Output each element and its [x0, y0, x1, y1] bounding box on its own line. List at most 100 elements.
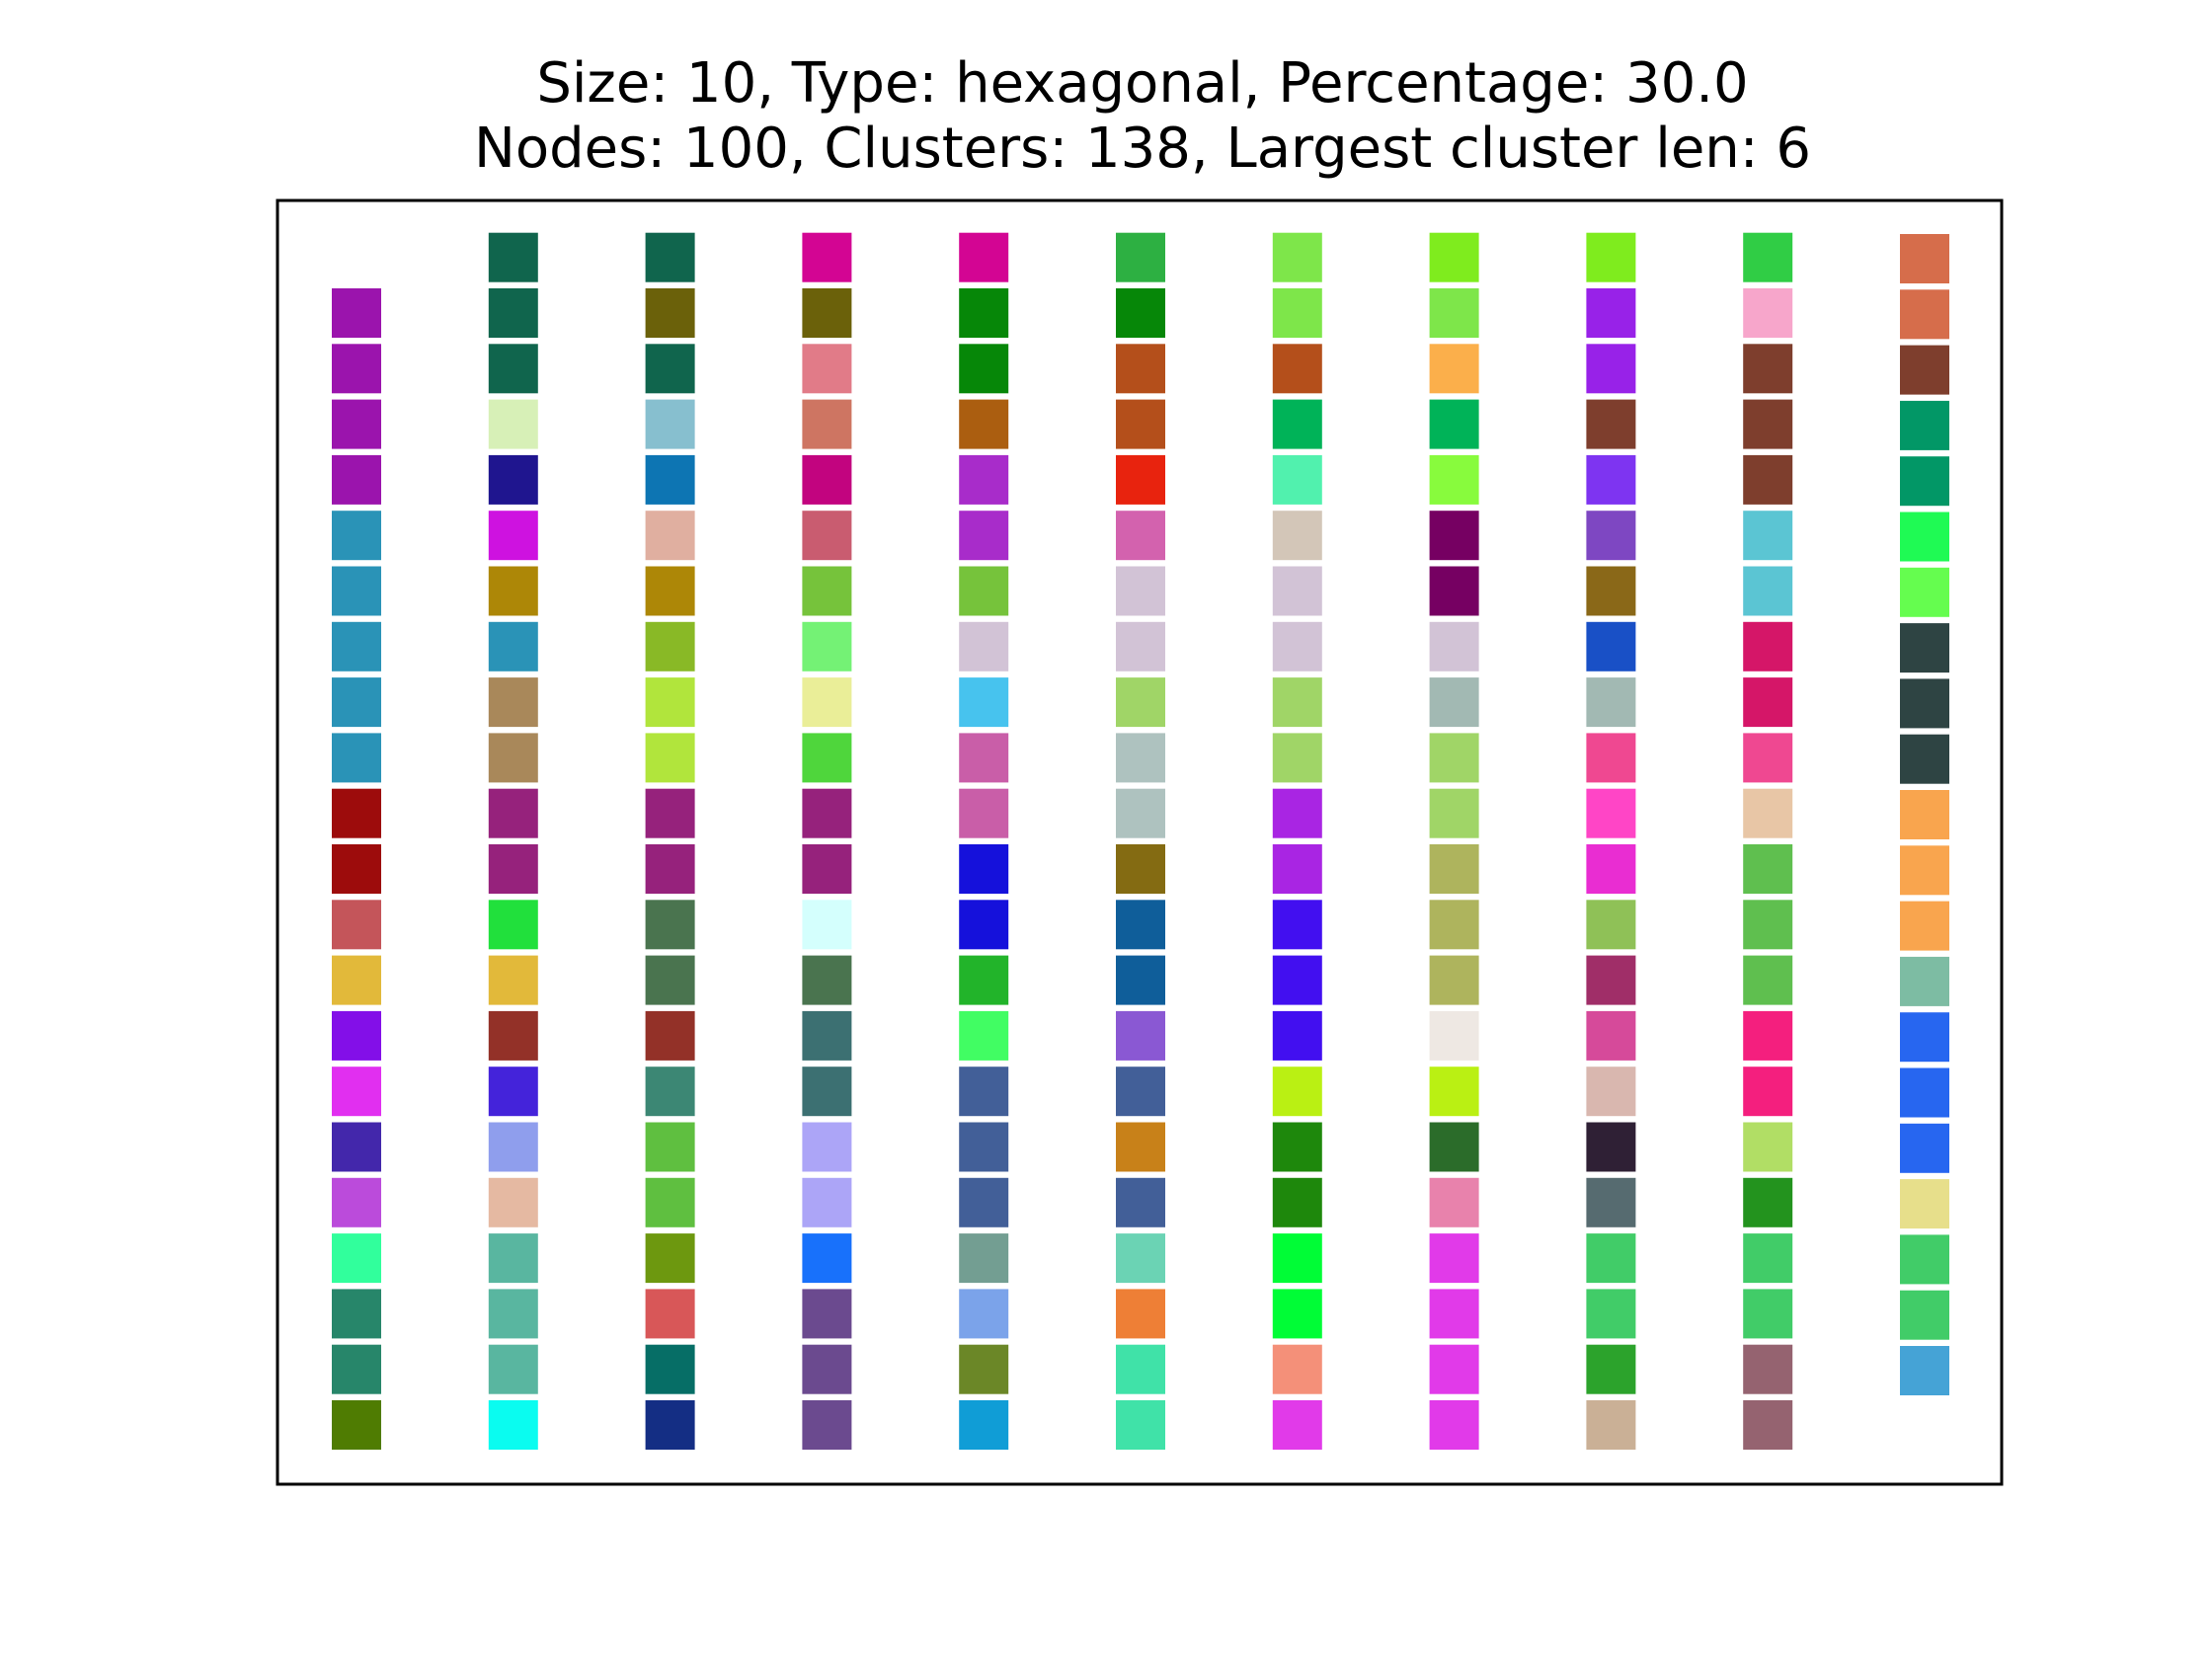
node-cell-c1-r14 — [486, 1008, 540, 1063]
node-cell-c4-r19 — [957, 1287, 1011, 1341]
node-cell-c9-r4 — [1741, 452, 1795, 507]
node-cell-c1-r19 — [486, 1287, 540, 1341]
node-cell-c2-r20 — [643, 1342, 697, 1396]
node-cell-c5-r0 — [1114, 230, 1167, 284]
node-cell-c9-r19 — [1741, 1287, 1795, 1341]
node-cell-c0-r3 — [330, 452, 383, 507]
node-cell-c10-r2 — [1898, 343, 1951, 397]
node-cell-c5-r10 — [1114, 786, 1167, 840]
node-cell-c3-r7 — [800, 619, 854, 673]
node-cell-c6-r12 — [1270, 898, 1324, 952]
node-cell-c7-r7 — [1427, 619, 1481, 673]
node-cell-c3-r14 — [800, 1008, 854, 1063]
node-cell-c3-r21 — [800, 1398, 854, 1452]
node-cell-c8-r16 — [1584, 1120, 1638, 1174]
node-cell-c10-r18 — [1898, 1232, 1951, 1287]
node-cell-c7-r5 — [1427, 509, 1481, 563]
node-cell-c2-r16 — [643, 1120, 697, 1174]
node-cell-c3-r20 — [800, 1342, 854, 1396]
node-cell-c1-r1 — [486, 286, 540, 340]
node-cell-c8-r9 — [1584, 731, 1638, 785]
node-cell-c6-r18 — [1270, 1231, 1324, 1286]
node-cell-c2-r0 — [643, 230, 697, 284]
node-cell-c6-r11 — [1270, 842, 1324, 896]
node-cell-c7-r19 — [1427, 1287, 1481, 1341]
node-cell-c0-r12 — [330, 953, 383, 1007]
node-cell-c7-r3 — [1427, 397, 1481, 451]
node-cell-c10-r14 — [1898, 1010, 1951, 1065]
node-cell-c7-r12 — [1427, 898, 1481, 952]
node-cell-c3-r15 — [800, 1065, 854, 1119]
node-cell-c8-r0 — [1584, 230, 1638, 284]
node-cell-c6-r19 — [1270, 1287, 1324, 1341]
node-cell-c1-r15 — [486, 1065, 540, 1119]
node-cell-c5-r8 — [1114, 675, 1167, 730]
node-cell-c4-r0 — [957, 230, 1011, 284]
node-cell-c1-r2 — [486, 342, 540, 396]
node-cell-c3-r9 — [800, 731, 854, 785]
node-cell-c3-r6 — [800, 564, 854, 618]
node-cell-c8-r20 — [1584, 1342, 1638, 1396]
node-cell-c2-r18 — [643, 1231, 697, 1286]
node-cell-c6-r10 — [1270, 786, 1324, 840]
node-cell-c5-r18 — [1114, 1231, 1167, 1286]
node-cell-c1-r6 — [486, 564, 540, 618]
node-cell-c7-r1 — [1427, 286, 1481, 340]
node-cell-c4-r15 — [957, 1065, 1011, 1119]
node-cell-c1-r11 — [486, 842, 540, 896]
node-cell-c1-r18 — [486, 1231, 540, 1286]
node-cell-c1-r12 — [486, 898, 540, 952]
node-cell-c10-r3 — [1898, 398, 1951, 452]
node-cell-c3-r8 — [800, 675, 854, 730]
node-cell-c4-r7 — [957, 619, 1011, 673]
node-cell-c10-r1 — [1898, 287, 1951, 342]
node-cell-c3-r1 — [800, 286, 854, 340]
node-cell-c8-r15 — [1584, 1065, 1638, 1119]
node-cell-c3-r3 — [800, 397, 854, 451]
node-cell-c9-r17 — [1741, 1175, 1795, 1229]
node-cell-c1-r0 — [486, 230, 540, 284]
node-cell-c8-r11 — [1584, 842, 1638, 896]
node-cell-c4-r4 — [957, 452, 1011, 507]
node-cell-c0-r17 — [330, 1231, 383, 1286]
node-cell-c5-r4 — [1114, 452, 1167, 507]
node-cell-c10-r16 — [1898, 1121, 1951, 1175]
node-cell-c9-r11 — [1741, 842, 1795, 896]
node-cell-c5-r17 — [1114, 1175, 1167, 1229]
node-cell-c2-r14 — [643, 1008, 697, 1063]
node-cell-c10-r17 — [1898, 1177, 1951, 1231]
node-cell-c2-r8 — [643, 675, 697, 730]
node-cell-c9-r8 — [1741, 675, 1795, 730]
node-cell-c6-r4 — [1270, 452, 1324, 507]
node-cell-c6-r13 — [1270, 953, 1324, 1007]
node-cell-c2-r13 — [643, 953, 697, 1007]
node-cell-c9-r13 — [1741, 953, 1795, 1007]
node-cell-c0-r15 — [330, 1120, 383, 1174]
node-cell-c10-r10 — [1898, 788, 1951, 841]
node-cell-c8-r13 — [1584, 953, 1638, 1007]
node-cell-c7-r0 — [1427, 230, 1481, 284]
node-cell-c7-r6 — [1427, 564, 1481, 618]
node-cell-c10-r12 — [1898, 899, 1951, 953]
node-cell-c7-r8 — [1427, 675, 1481, 730]
node-cell-c9-r2 — [1741, 342, 1795, 396]
node-cell-c5-r6 — [1114, 564, 1167, 618]
node-cell-c4-r21 — [957, 1398, 1011, 1452]
node-cell-c10-r5 — [1898, 510, 1951, 564]
node-cell-c6-r16 — [1270, 1120, 1324, 1174]
node-cell-c0-r19 — [330, 1342, 383, 1396]
node-cell-c1-r17 — [486, 1175, 540, 1229]
node-cell-c1-r3 — [486, 397, 540, 451]
node-cell-c8-r19 — [1584, 1287, 1638, 1341]
node-cell-c0-r13 — [330, 1008, 383, 1063]
node-cell-c7-r20 — [1427, 1342, 1481, 1396]
node-cell-c2-r15 — [643, 1065, 697, 1119]
node-cell-c8-r21 — [1584, 1398, 1638, 1452]
node-cell-c2-r9 — [643, 731, 697, 785]
node-cell-c2-r3 — [643, 397, 697, 451]
node-cell-c7-r11 — [1427, 842, 1481, 896]
node-cell-c1-r4 — [486, 452, 540, 507]
node-cell-c5-r3 — [1114, 397, 1167, 451]
node-cell-c7-r15 — [1427, 1065, 1481, 1119]
node-cell-c2-r4 — [643, 452, 697, 507]
